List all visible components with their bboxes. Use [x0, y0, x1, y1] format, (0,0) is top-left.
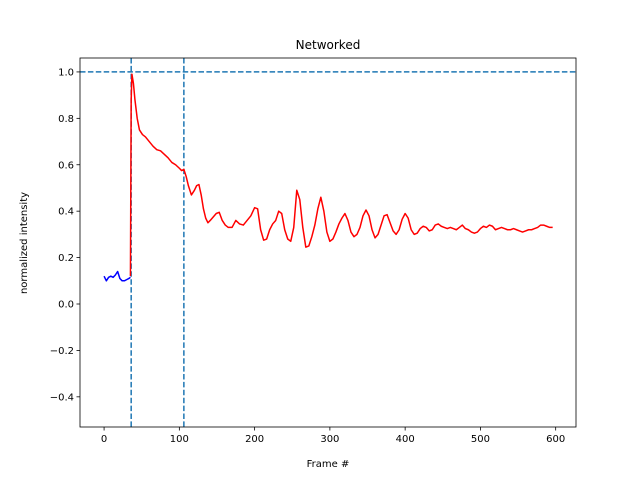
- x-tick-label: 300: [320, 434, 339, 445]
- x-tick-label: 0: [101, 434, 107, 445]
- y-tick-label: 0.6: [58, 160, 74, 171]
- y-tick-label: −0.4: [50, 392, 74, 403]
- y-tick-label: 0.2: [58, 253, 74, 264]
- series-line-1: [129, 73, 553, 277]
- x-tick-label: 400: [396, 434, 415, 445]
- y-tick-label: 1.0: [58, 67, 74, 78]
- x-tick-label: 600: [546, 434, 565, 445]
- chart-title: Networked: [296, 38, 361, 52]
- x-tick-label: 200: [245, 434, 264, 445]
- x-tick-label: 500: [471, 434, 490, 445]
- y-tick-label: 0.4: [58, 207, 74, 218]
- x-tick-label: 100: [170, 434, 189, 445]
- y-tick-label: 0.0: [58, 300, 74, 311]
- y-axis-label: normalized intensity: [19, 192, 30, 294]
- plot-frame: [79, 57, 577, 428]
- x-axis-label: Frame #: [307, 459, 350, 470]
- axes: 0 100 200 300 400 500 600 −0.4 −0.2 0.0 0.2 0.4 0.6 0…: [50, 57, 577, 445]
- y-tick-label: 0.8: [58, 114, 74, 125]
- data-series: [103, 73, 553, 282]
- y-tick-label: −0.2: [50, 346, 74, 357]
- series-line-0: [103, 270, 131, 282]
